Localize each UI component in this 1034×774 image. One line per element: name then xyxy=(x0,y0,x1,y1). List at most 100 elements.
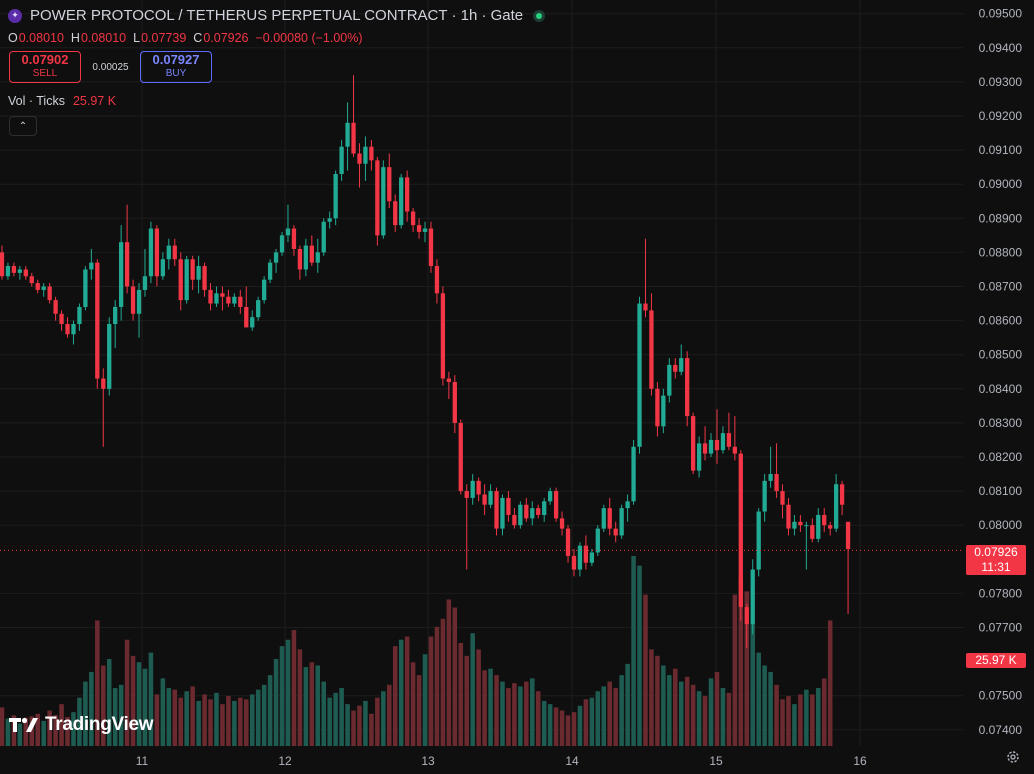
volume-bar xyxy=(684,676,690,746)
candle-body xyxy=(196,266,201,280)
volume-bar xyxy=(810,694,815,746)
buy-button[interactable]: 0.07927 BUY xyxy=(140,51,212,83)
volume-bar xyxy=(786,696,791,746)
volume-bar xyxy=(178,697,183,746)
candle-body xyxy=(154,228,160,277)
candle-body xyxy=(595,528,600,553)
volume-bar xyxy=(208,699,213,746)
candle-body xyxy=(65,324,70,335)
volume-bar xyxy=(315,665,321,746)
candle-body xyxy=(774,474,779,492)
volume-bar xyxy=(71,712,76,746)
candle-body xyxy=(136,289,142,314)
price-axis-label: 0.09100 xyxy=(979,143,1023,157)
candle-body xyxy=(482,494,487,505)
volume-bar xyxy=(202,694,207,746)
candle-body xyxy=(845,521,851,550)
candle-body xyxy=(470,480,475,498)
candle-body xyxy=(0,252,5,277)
volume-bar xyxy=(309,662,315,746)
candle-body xyxy=(339,146,344,174)
candle-body xyxy=(113,306,118,325)
volume-bar xyxy=(297,649,303,746)
volume-bar xyxy=(232,700,237,746)
candle-body xyxy=(77,306,82,325)
candle-body xyxy=(720,433,726,451)
price-axis-label: 0.09000 xyxy=(979,177,1023,191)
volume-bar xyxy=(118,684,124,746)
volume-bar xyxy=(476,649,481,746)
candle-body xyxy=(667,364,672,396)
price-axis-label: 0.07700 xyxy=(979,621,1023,635)
candle-body xyxy=(190,259,195,280)
volume-bar xyxy=(595,691,601,746)
candle-body xyxy=(738,453,743,608)
symbol-legend[interactable]: ✦ POWER PROTOCOL / TETHERUS PERPETUAL CO… xyxy=(8,7,546,24)
candle-body xyxy=(714,439,720,451)
candle-body xyxy=(476,480,481,495)
gear-icon[interactable] xyxy=(1005,749,1021,765)
candle-body xyxy=(107,324,112,389)
price-axis-label: 0.08200 xyxy=(979,450,1023,464)
candle-body xyxy=(29,276,34,284)
volume-bar xyxy=(625,663,630,746)
volume-bar xyxy=(744,591,750,746)
volume-bar xyxy=(428,636,434,746)
volume-bar xyxy=(321,681,326,746)
volume-bar xyxy=(345,704,350,746)
candle-body xyxy=(691,416,696,471)
volume-bar xyxy=(398,639,404,746)
volume-bar xyxy=(655,655,660,746)
candle-body xyxy=(440,293,446,379)
volume-bar xyxy=(285,639,291,746)
ohlc-open-value: 0.08010 xyxy=(18,31,64,45)
candle-body xyxy=(583,545,589,563)
candle-body xyxy=(166,245,171,260)
candle-body xyxy=(536,508,541,515)
market-open-status-icon xyxy=(533,9,546,22)
volume-bar xyxy=(613,688,618,746)
volume-bar xyxy=(535,691,541,746)
candle-body xyxy=(315,252,320,263)
volume-bar xyxy=(17,723,23,746)
tradingview-mark-icon xyxy=(9,717,38,732)
candle-body xyxy=(267,262,273,280)
time-axis-label: 14 xyxy=(565,754,579,768)
volume-bar xyxy=(89,671,94,746)
candle-body xyxy=(184,259,189,301)
candle-body xyxy=(810,525,815,539)
volume-bar xyxy=(387,684,392,746)
power-protocol-logo-icon: ✦ xyxy=(8,8,22,23)
candle-body xyxy=(446,378,451,382)
candle-body xyxy=(571,555,577,570)
sell-button[interactable]: 0.07902 SELL xyxy=(9,51,81,83)
volume-bar xyxy=(440,618,446,746)
candle-body xyxy=(35,283,40,290)
volume-bar xyxy=(553,707,559,746)
symbol-title[interactable]: POWER PROTOCOL / TETHERUS PERPETUAL CONT… xyxy=(30,7,524,24)
candle-body xyxy=(160,259,165,277)
candle-body xyxy=(428,228,434,267)
volume-bar xyxy=(547,704,553,746)
volume-bar xyxy=(631,556,636,746)
volume-bar xyxy=(798,694,803,746)
volume-bar xyxy=(446,599,452,746)
volume-bar xyxy=(494,675,499,746)
volume-legend[interactable]: Vol · Ticks 25.97 K xyxy=(8,94,116,108)
candle-body xyxy=(142,276,148,290)
candle-body xyxy=(458,422,463,492)
candle-body xyxy=(524,504,529,519)
candle-body xyxy=(285,228,291,236)
tradingview-logo[interactable]: TradingView xyxy=(9,714,154,736)
volume-bar xyxy=(23,717,29,746)
volume-bar xyxy=(220,704,225,746)
volume-bar xyxy=(488,668,493,746)
volume-bar xyxy=(279,646,285,746)
candle-body xyxy=(530,508,535,519)
candle-body xyxy=(119,242,124,307)
candle-body xyxy=(750,569,755,625)
collapse-legend-button[interactable]: ⌃ xyxy=(9,116,37,136)
candle-body xyxy=(768,474,773,481)
